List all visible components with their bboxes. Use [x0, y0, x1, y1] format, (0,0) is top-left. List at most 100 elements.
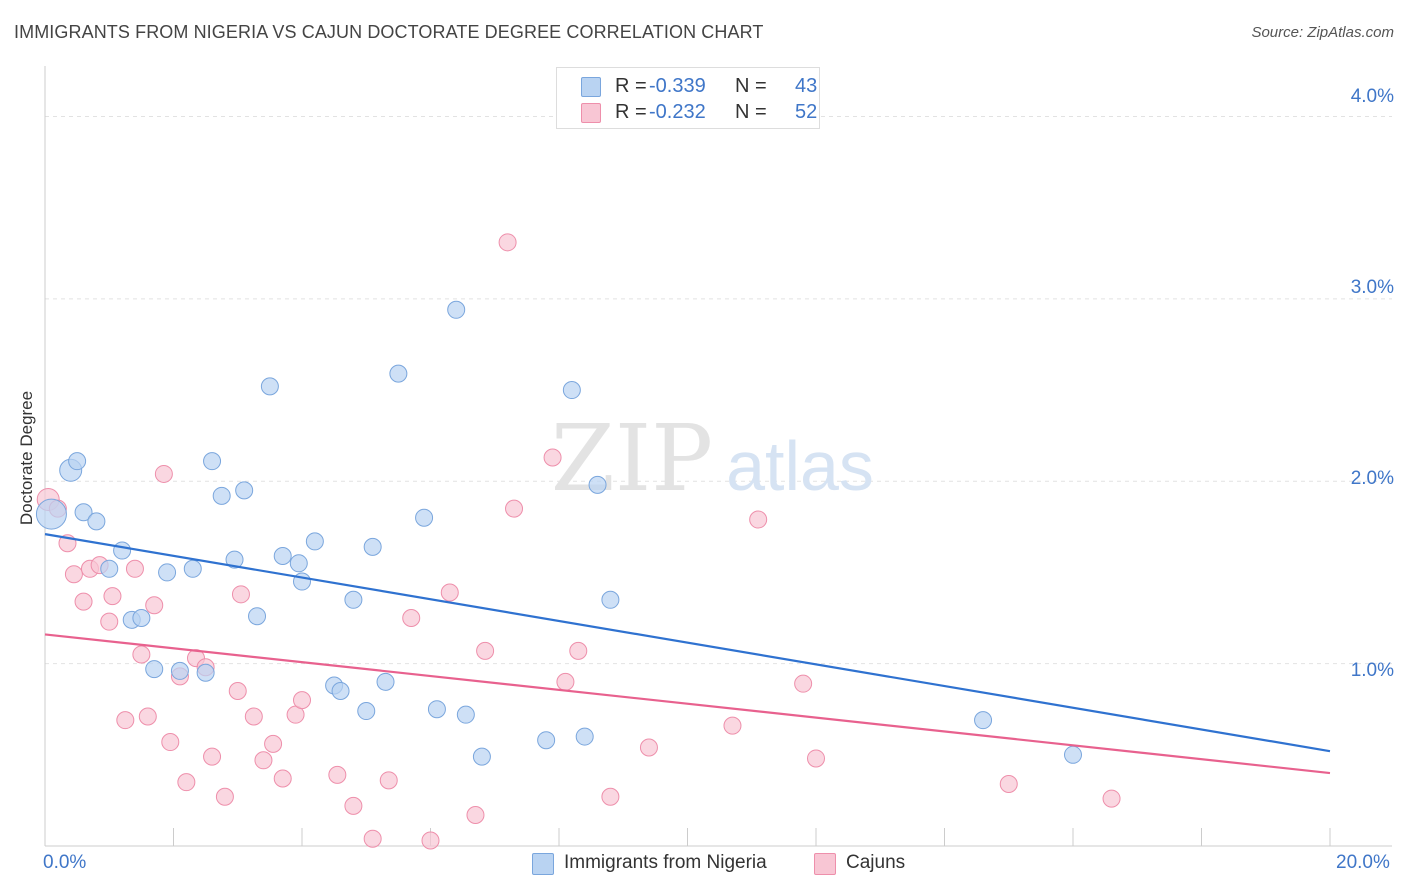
nigeria-point — [974, 711, 993, 730]
cajun-point — [145, 596, 164, 615]
y-tick-label: 3.0% — [1350, 277, 1394, 298]
cajun-swatch — [814, 853, 836, 875]
nigeria-point — [427, 700, 446, 719]
nigeria-point — [87, 512, 106, 531]
nigeria-point — [145, 660, 164, 679]
cajun-point — [161, 733, 180, 752]
nigeria-point — [132, 609, 151, 628]
cajun-point — [215, 787, 234, 806]
nigeria-point — [100, 559, 119, 578]
cajun-point — [244, 707, 263, 726]
y-tick-label: 4.0% — [1350, 86, 1394, 107]
r-value: -0.232 — [649, 101, 706, 123]
nigeria-trend-line — [44, 533, 1331, 753]
cajun-point — [64, 565, 83, 584]
x-tick-label-min: 0.0% — [43, 852, 87, 873]
y-tick-label: 2.0% — [1350, 468, 1394, 489]
n-value: 43 — [795, 75, 818, 97]
cajun-point — [498, 233, 517, 252]
nigeria-point — [562, 381, 581, 400]
nigeria-point — [113, 541, 132, 560]
series-cajuns — [36, 233, 1121, 850]
series-nigeria — [35, 300, 1082, 766]
nigeria-point — [35, 498, 67, 530]
cajun-point — [569, 641, 588, 660]
nigeria-point — [196, 663, 215, 682]
legend-label-cajuns: Cajuns — [846, 852, 906, 873]
nigeria-point — [357, 702, 376, 721]
r-value: -0.339 — [649, 75, 706, 97]
x-tick-label-max: 20.0% — [1336, 852, 1390, 873]
cajun-point — [264, 734, 283, 753]
nigeria-point — [74, 503, 93, 522]
nigeria-point — [212, 486, 231, 505]
nigeria-point — [344, 590, 363, 609]
cajun-point — [116, 711, 135, 730]
nigeria-point — [447, 300, 466, 319]
cajun-point — [344, 796, 363, 815]
cajun-point — [1102, 789, 1121, 808]
n-label: N = — [735, 101, 767, 123]
nigeria-point — [588, 475, 607, 494]
chart-title: IMMIGRANTS FROM NIGERIA VS CAJUN DOCTORA… — [14, 22, 764, 42]
cajun-point — [273, 769, 292, 788]
gridlines — [45, 115, 1392, 665]
trend-lines — [44, 533, 1331, 775]
nigeria-point — [203, 452, 222, 471]
nigeria-point — [331, 681, 350, 700]
cajun-point — [103, 587, 122, 606]
cajun-point — [228, 681, 247, 700]
nigeria-point — [170, 661, 189, 680]
correlation-legend: R = -0.339 N = 43 R = -0.232 N = 52 — [556, 67, 820, 129]
watermark-zip: ZIP — [551, 405, 713, 512]
cajun-point — [723, 716, 742, 735]
n-value: 52 — [795, 101, 818, 123]
r-label: R = — [615, 101, 647, 123]
cajun-trend-line — [44, 633, 1331, 775]
cajun-point — [125, 559, 144, 578]
n-label: N = — [735, 75, 767, 97]
nigeria-point — [305, 532, 324, 551]
cajun-point — [100, 612, 119, 631]
cajun-point — [154, 464, 173, 483]
nigeria-point — [389, 364, 408, 383]
nigeria-point — [575, 727, 594, 746]
cajun-point — [138, 707, 157, 726]
nigeria-point — [363, 537, 382, 556]
cajun-point — [749, 510, 768, 529]
cajun-point — [254, 751, 273, 770]
cajun-point — [231, 585, 250, 604]
nigeria-point — [235, 481, 254, 500]
nigeria-swatch — [532, 853, 554, 875]
cajun-swatch — [581, 103, 601, 123]
axes — [44, 66, 1392, 847]
cajun-point — [505, 499, 524, 518]
cajun-point — [328, 765, 347, 784]
nigeria-point — [376, 672, 395, 691]
nigeria-point — [456, 705, 475, 724]
watermark: ZIP atlas — [551, 405, 874, 512]
nigeria-point — [1064, 745, 1082, 764]
nigeria-point — [225, 550, 244, 569]
source-label: Source: ZipAtlas.com — [1251, 24, 1394, 41]
nigeria-point — [248, 607, 267, 626]
cajun-point — [402, 609, 421, 628]
nigeria-point — [472, 747, 491, 766]
watermark-atlas: atlas — [726, 427, 874, 505]
cajun-point — [293, 691, 311, 710]
cajun-point — [601, 787, 620, 806]
nigeria-point — [68, 452, 87, 471]
cajun-point — [363, 829, 382, 848]
cajun-point — [794, 674, 813, 693]
cajun-point — [543, 448, 562, 467]
cajun-point — [74, 592, 93, 611]
cajun-point — [421, 831, 440, 850]
nigeria-point — [601, 590, 620, 609]
cajun-point — [556, 672, 575, 691]
cajun-point — [440, 583, 459, 602]
y-tick-label: 1.0% — [1350, 660, 1394, 681]
cajun-point — [379, 771, 398, 790]
cajun-point — [466, 805, 485, 824]
nigeria-point — [273, 547, 292, 566]
